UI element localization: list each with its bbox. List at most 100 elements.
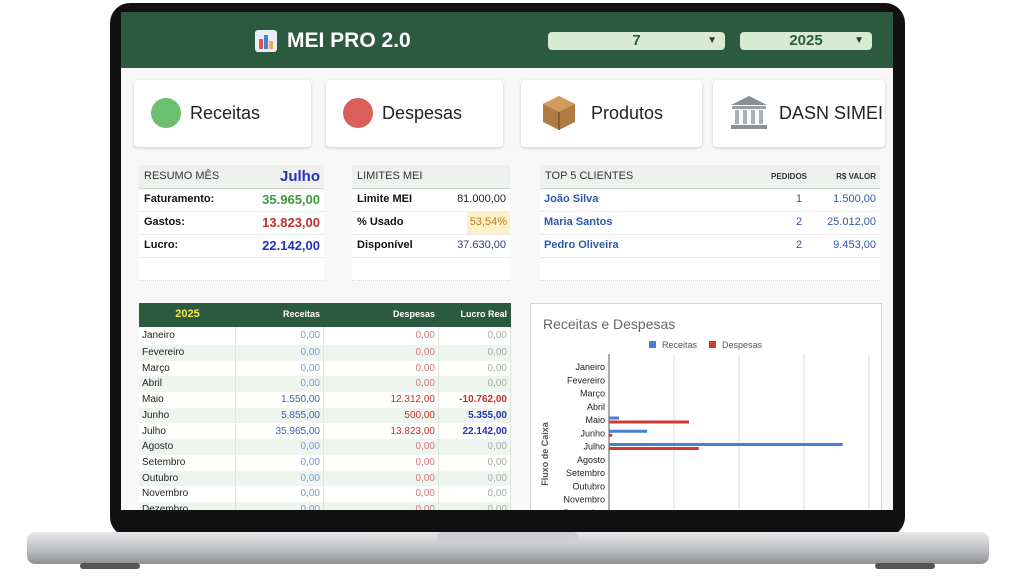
client-row: Pedro Oliveira 2 9.453,00 (540, 234, 880, 258)
empty-row (139, 257, 324, 281)
card-label: Produtos (591, 103, 664, 123)
panel-header: RESUMO MÊS Julho (139, 165, 324, 189)
client-value: 9.453,00 (833, 239, 876, 251)
value-cell: 0,00 (324, 454, 439, 471)
client-orders: 2 (796, 239, 803, 251)
summary-row: Faturamento: 35.965,00 (139, 188, 324, 212)
y-tick-label: Fevereiro (567, 375, 605, 385)
month-cell: Janeiro (139, 327, 236, 345)
value-cell: 0,00 (324, 439, 439, 455)
column-header: Despesas (392, 309, 435, 319)
limits-row: Limite MEI 81.000,00 (352, 188, 510, 212)
table-row: Março 0,00 0,00 0,00 (139, 360, 511, 377)
card-despesas[interactable]: Despesas (326, 80, 503, 147)
month-cell: Julho (139, 423, 236, 440)
value-cell: 0,00 (439, 439, 511, 455)
row-label: Faturamento: (144, 193, 215, 205)
client-value: 1.500,00 (833, 193, 876, 205)
row-value: 13.823,00 (262, 215, 320, 230)
card-produtos[interactable]: Produtos (521, 80, 702, 147)
row-value: 35.965,00 (262, 192, 320, 207)
y-tick-label: Maio (585, 415, 605, 425)
value-cell: 0,00 (324, 345, 439, 361)
y-tick-label: Outubro (572, 481, 605, 491)
bar (609, 429, 648, 433)
table-row: Fevereiro 0,00 0,00 0,00 (139, 345, 511, 361)
value-cell: 1.550,00 (236, 392, 324, 408)
card-receitas[interactable]: Receitas (134, 80, 311, 147)
year-dropdown[interactable]: 2025 ▼ (740, 32, 872, 50)
row-value: 37.630,00 (457, 239, 506, 251)
empty-row (540, 257, 880, 281)
legend-swatch (709, 341, 716, 348)
app-title: MEI PRO 2.0 (287, 29, 411, 52)
card-dasn[interactable]: DASN SIMEI (713, 80, 885, 147)
y-tick-label: Junho (580, 428, 605, 438)
value-cell: -10.762,00 (439, 392, 511, 408)
screen: MEI PRO 2.0 7 ▼ 2025 ▼ Receitas Despesas P… (121, 12, 893, 510)
value-cell: 5.355,00 (439, 407, 511, 424)
row-label: Limite MEI (357, 193, 413, 205)
value-cell: 0,00 (236, 345, 324, 361)
value-cell: 0,00 (236, 327, 324, 345)
month-dropdown[interactable]: 7 ▼ (548, 32, 725, 50)
value-cell: 0,00 (439, 345, 511, 361)
chart-title: Receitas e Despesas (543, 316, 675, 332)
month-cell: Abril (139, 376, 236, 393)
monthly-table: 2025 Receitas Despesas Lucro Real Janeiro 0,0… (139, 303, 511, 510)
panel-title: LIMITES MEI (357, 170, 423, 182)
month-cell: Fevereiro (139, 345, 236, 361)
legend-label: Receitas (662, 340, 698, 350)
legend-swatch (649, 341, 656, 348)
month-cell: Agosto (139, 439, 236, 455)
value-cell: 0,00 (236, 470, 324, 487)
row-label: Lucro: (144, 239, 179, 251)
limits-row: % Usado 53,54% (352, 211, 510, 235)
row-value: 22.142,00 (262, 238, 320, 253)
client-name: João Silva (544, 193, 599, 205)
row-value: 53,54% (466, 211, 510, 234)
app-icon (255, 30, 277, 52)
y-tick-label: Novembro (563, 495, 605, 505)
y-tick-label: Setembro (566, 468, 605, 478)
month-cell: Dezembro (139, 502, 236, 510)
month-cell: Junho (139, 407, 236, 424)
clients-panel: TOP 5 CLIENTES PEDIDOS R$ VALOR João Sil… (540, 165, 880, 281)
value-cell: 0,00 (439, 454, 511, 471)
column-header: Lucro Real (460, 309, 507, 319)
limits-panel: LIMITES MEI Limite MEI 81.000,00 % Usado 53… (352, 165, 510, 281)
y-tick-label: Agosto (577, 455, 605, 465)
panel-title: RESUMO MÊS (144, 170, 220, 182)
card-label: Receitas (190, 103, 261, 123)
bar (609, 443, 843, 446)
client-orders: 2 (796, 216, 803, 228)
value-cell: 12.312,00 (324, 392, 439, 408)
client-value: 25.012,00 (827, 216, 876, 228)
value-cell: 500,00 (324, 407, 439, 424)
month-cell: Maio (139, 392, 236, 408)
limits-row: Disponível 37.630,00 (352, 234, 510, 258)
month-cell: Setembro (139, 454, 236, 471)
row-value: 81.000,00 (457, 193, 506, 205)
table-row: Agosto 0,00 0,00 0,00 (139, 439, 511, 455)
value-cell: 0,00 (439, 502, 511, 510)
card-icon (731, 96, 767, 129)
bar (609, 416, 620, 420)
value-cell: 0,00 (236, 360, 324, 377)
y-tick-label: Dezembro (563, 508, 605, 510)
value-cell: 22.142,00 (439, 423, 511, 440)
month-value: 7 (632, 32, 641, 49)
card-label: DASN SIMEI (779, 103, 884, 123)
value-cell: 0,00 (236, 486, 324, 502)
panel-title: TOP 5 CLIENTES (545, 170, 634, 182)
card-label: Despesas (382, 103, 463, 123)
y-tick-label: Abril (587, 402, 605, 412)
row-label: % Usado (357, 216, 404, 228)
column-header: Receitas (282, 309, 320, 319)
client-row: Maria Santos 2 25.012,00 (540, 211, 880, 235)
legend-label: Despesas (722, 340, 763, 350)
panel-header: LIMITES MEI (352, 165, 510, 189)
table-row: Julho 35.965,00 13.823,00 22.142,00 (139, 423, 511, 440)
client-row: João Silva 1 1.500,00 (540, 188, 880, 212)
